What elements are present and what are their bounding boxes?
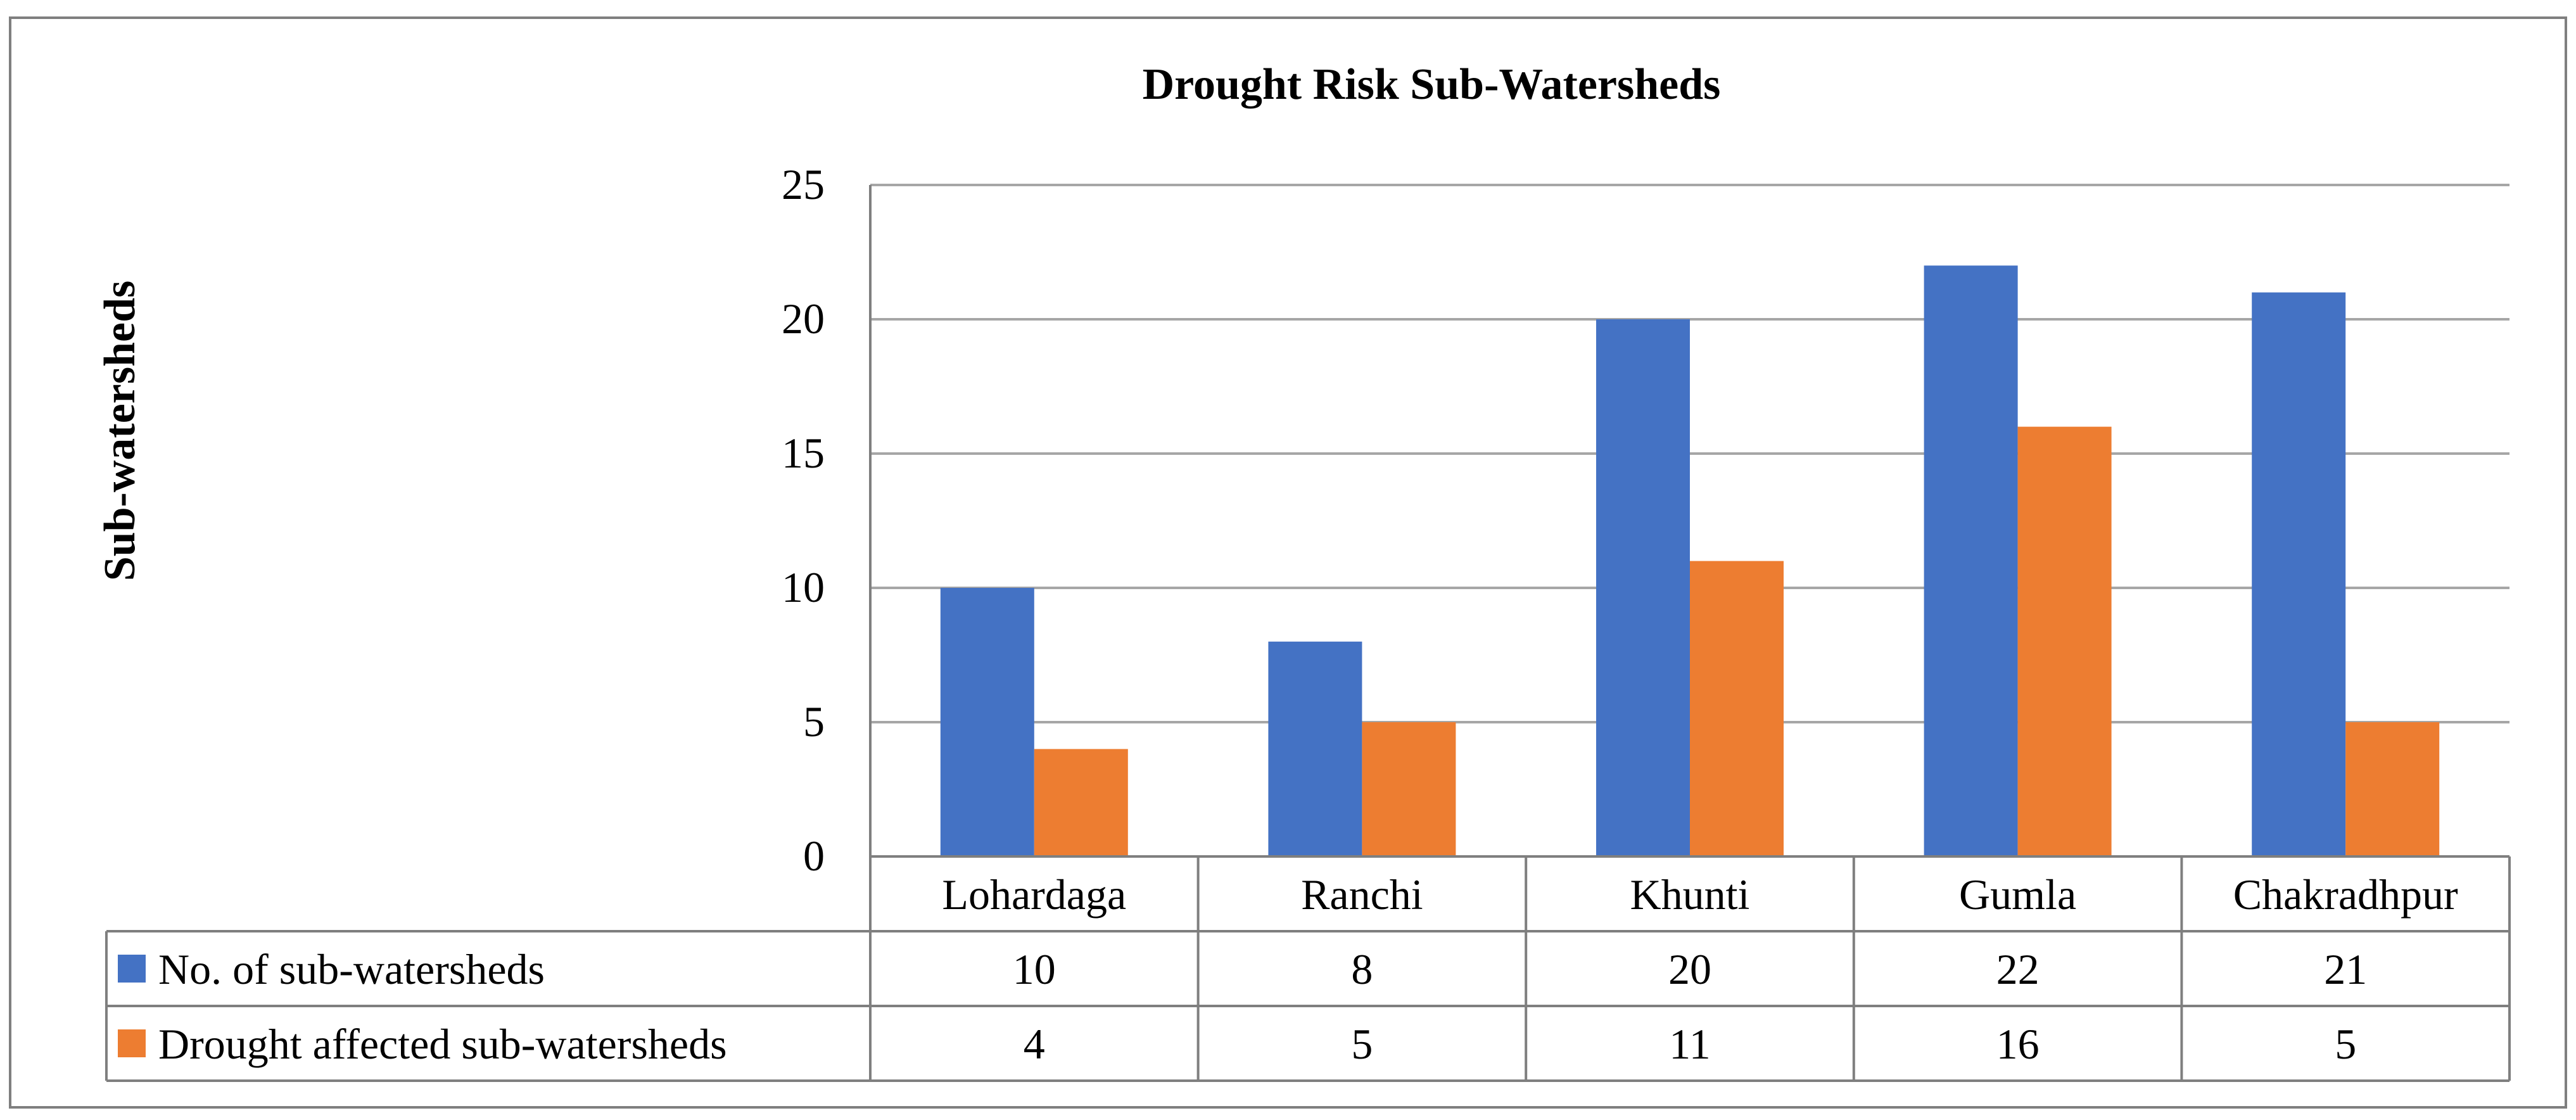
data-table-value: 11 — [1669, 1020, 1710, 1068]
data-table-value: 5 — [2335, 1020, 2356, 1068]
x-category-label: Gumla — [1959, 870, 2076, 919]
bar-drought-affected-chakradhpur — [2345, 722, 2440, 856]
bar-sub-watersheds-lohardaga — [940, 588, 1034, 856]
x-category-label: Lohardaga — [942, 870, 1126, 919]
bar-drought-affected-khunti — [1690, 561, 1784, 856]
bar-sub-watersheds-ranchi — [1268, 641, 1362, 856]
legend-label: No. of sub-watersheds — [158, 945, 545, 993]
bar-sub-watersheds-gumla — [1924, 265, 2018, 856]
data-table-value: 22 — [1996, 945, 2040, 993]
y-tick-label: 20 — [782, 295, 825, 343]
data-table-value: 21 — [2324, 945, 2367, 993]
data-table-value: 5 — [1351, 1020, 1373, 1068]
bar-sub-watersheds-chakradhpur — [2252, 292, 2346, 857]
y-tick-label: 5 — [803, 697, 825, 746]
y-tick-label: 15 — [782, 429, 825, 477]
chart-border — [9, 16, 2567, 1109]
data-table-value: 4 — [1024, 1020, 1045, 1068]
data-table-value: 10 — [1013, 945, 1056, 993]
y-axis-label: Sub-watersheds — [96, 281, 144, 582]
data-table-value: 8 — [1351, 945, 1373, 993]
y-tick-label: 10 — [782, 563, 825, 611]
y-tick-label: 25 — [782, 160, 825, 208]
data-table-value: 20 — [1668, 945, 1711, 993]
bar-drought-affected-gumla — [2017, 426, 2112, 856]
y-tick-label: 0 — [803, 832, 825, 880]
legend-swatch — [118, 955, 146, 983]
chart-title: Drought Risk Sub-Watersheds — [1143, 60, 1721, 109]
bar-drought-affected-ranchi — [1362, 722, 1456, 856]
bar-drought-affected-lohardaga — [1034, 749, 1128, 856]
data-table: Lohardaga Ranchi Khunti Gumla Chakradhpur No.… — [105, 185, 2511, 1082]
bar-sub-watersheds-khunti — [1596, 319, 1690, 856]
data-table-value: 16 — [1996, 1020, 2040, 1068]
x-category-label: Ranchi — [1301, 870, 1423, 919]
x-category-label: Khunti — [1630, 870, 1750, 919]
legend-swatch — [118, 1029, 146, 1057]
y-axis-ticks: 0 5 10 15 20 25 — [782, 160, 825, 880]
bars — [940, 265, 2440, 857]
legend-label: Drought affected sub-watersheds — [158, 1020, 727, 1068]
x-category-label: Chakradhpur — [2233, 870, 2458, 919]
